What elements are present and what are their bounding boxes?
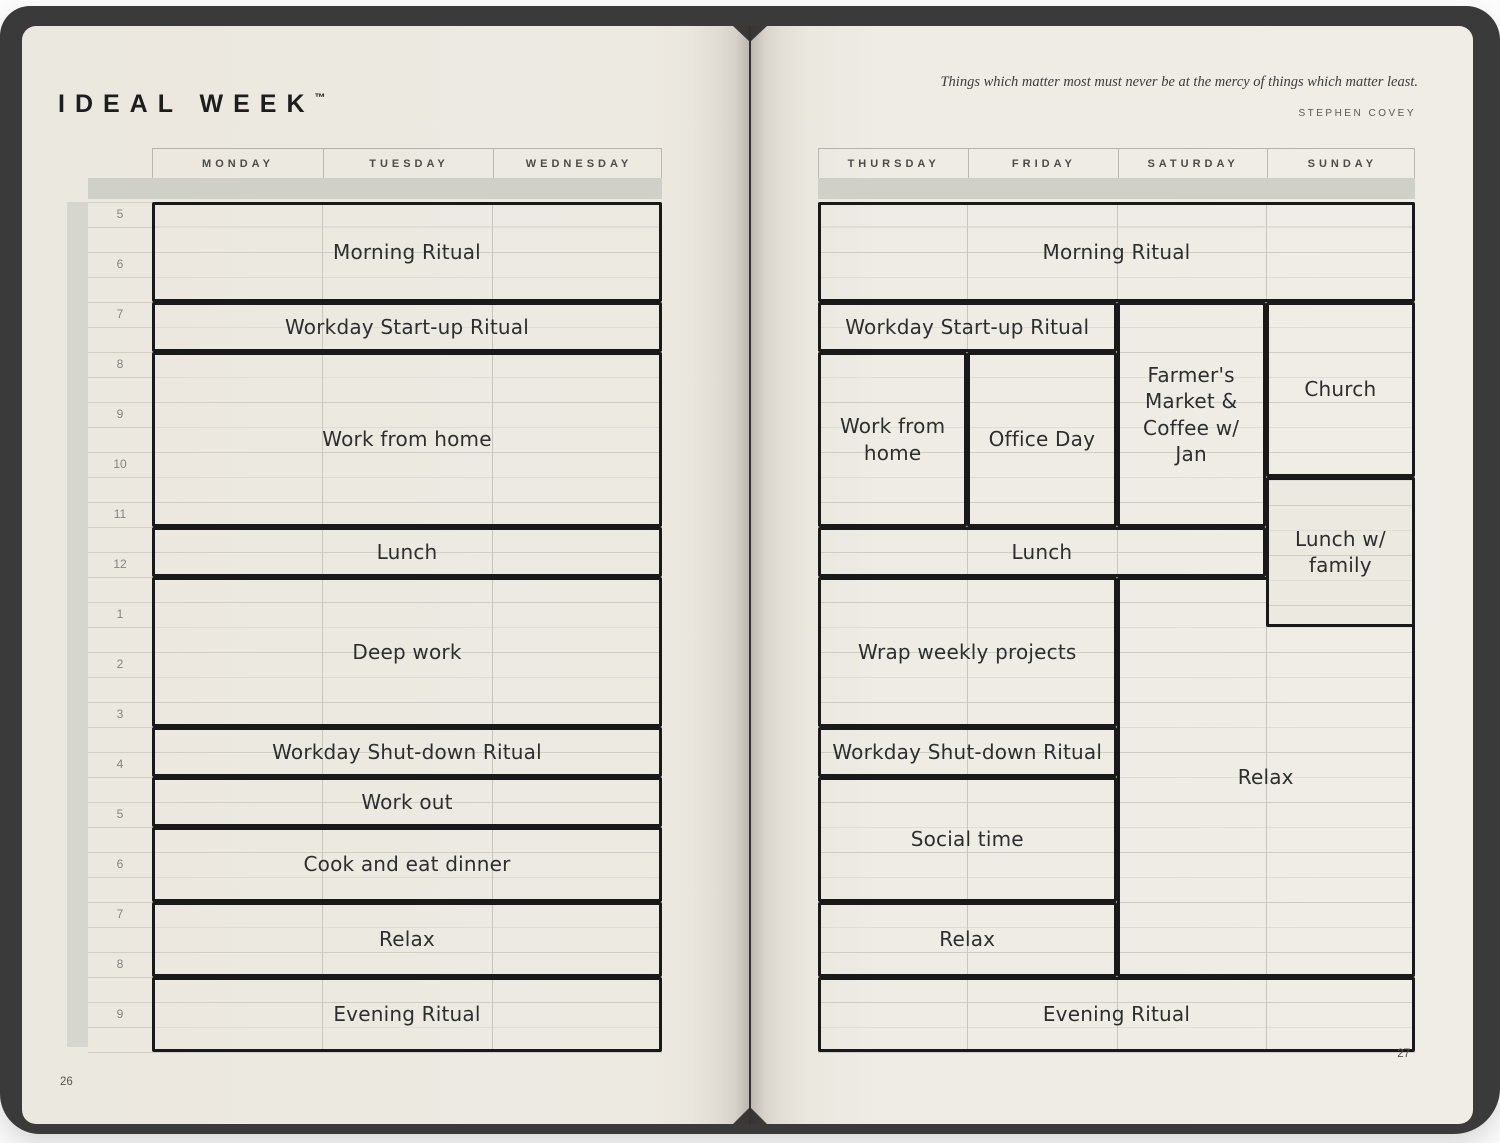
block-workday-start-up-ritual: Workday Start-up Ritual	[152, 302, 662, 352]
day-header-sunday: SUNDAY	[1266, 149, 1417, 178]
block-workday-shut-down-ritual: Workday Shut-down Ritual	[152, 727, 662, 777]
day-header-row-right: THURSDAY FRIDAY SATURDAY SUNDAY	[818, 148, 1415, 178]
time-column: 5 6 7 8 9 10 11 12 1 2 3 4 5 6 7 8 9	[88, 202, 152, 1053]
day-header-saturday: SATURDAY	[1117, 149, 1268, 178]
block-lunch: Lunch	[152, 527, 662, 577]
time-label: 8	[116, 357, 124, 371]
block-relax: Relax	[1116, 577, 1415, 977]
block-farmer-s-market-coffee-w-jan: Farmer's Market & Coffee w/ Jan	[1116, 302, 1266, 527]
time-label: 12	[113, 557, 127, 571]
block-label: Workday Start-up Ritual	[285, 314, 529, 339]
quote-attribution: STEPHEN COVEY	[1298, 108, 1416, 119]
block-morning-ritual: Morning Ritual	[152, 202, 662, 302]
block-label: Deep work	[352, 639, 462, 664]
block-social-time: Social time	[818, 777, 1117, 902]
time-label: 11	[113, 507, 127, 521]
block-deep-work: Deep work	[152, 577, 662, 727]
column-divider	[1265, 202, 1267, 1052]
block-label: Office Day	[988, 427, 1096, 452]
block-cook-and-eat-dinner: Cook and eat dinner	[152, 827, 662, 902]
time-label: 6	[116, 257, 124, 271]
block-label: Lunch	[376, 539, 438, 564]
block-label: Workday Start-up Ritual	[845, 314, 1090, 339]
block-lunch: Lunch	[818, 527, 1266, 577]
time-label: 6	[116, 857, 124, 871]
block-label: Morning Ritual	[1042, 239, 1191, 264]
block-evening-ritual: Evening Ritual	[152, 977, 662, 1052]
day-header-monday: MONDAY	[202, 157, 274, 170]
day-header-tuesday: TUESDAY	[323, 149, 494, 178]
all-day-band-left	[88, 178, 662, 199]
trademark-symbol: ™	[314, 92, 328, 104]
block-label: Evening Ritual	[333, 1002, 481, 1027]
day-header-thursday: THURSDAY	[847, 157, 940, 170]
page-number-right: 27	[1397, 1048, 1410, 1060]
block-relax: Relax	[152, 902, 662, 977]
block-label: Farmer's Market & Coffee w/ Jan	[1143, 362, 1240, 466]
block-label: Lunch	[1011, 539, 1073, 564]
block-label: Wrap weekly projects	[857, 639, 1077, 664]
block-evening-ritual: Evening Ritual	[818, 977, 1415, 1052]
block-label: Morning Ritual	[333, 239, 481, 264]
time-label: 8	[116, 957, 124, 971]
column-divider	[492, 202, 493, 1052]
block-office-day: Office Day	[967, 352, 1117, 527]
schedule-grid-right: Morning Ritual Relax Workday Start-up Ritu…	[818, 202, 1415, 1053]
block-label: Lunch w/ family	[1294, 526, 1386, 577]
block-label: Relax	[1237, 764, 1294, 789]
block-lunch-w-family: Lunch w/ family	[1265, 477, 1415, 627]
block-label: Relax	[379, 927, 435, 952]
time-label: 4	[116, 757, 124, 771]
block-work-from-home: Work from home	[152, 352, 662, 527]
time-label: 1	[116, 607, 124, 621]
quote-text: Things which matter most must never be a…	[940, 74, 1418, 90]
block-church: Church	[1265, 302, 1415, 477]
block-morning-ritual: Morning Ritual	[818, 202, 1415, 302]
page-title: IDEAL WEEK™	[58, 90, 328, 119]
time-label: 5	[116, 207, 124, 221]
block-relax: Relax	[818, 902, 1117, 977]
time-label: 3	[116, 707, 124, 721]
block-label: Workday Shut-down Ritual	[832, 739, 1103, 764]
page-number-left: 26	[60, 1076, 73, 1088]
block-work-out: Work out	[152, 777, 662, 827]
block-label: Workday Shut-down Ritual	[272, 739, 542, 764]
time-label: 5	[116, 807, 124, 821]
block-label: Church	[1304, 377, 1377, 402]
block-workday-start-up-ritual: Workday Start-up Ritual	[818, 302, 1117, 352]
column-divider	[322, 202, 323, 1052]
day-header-friday: FRIDAY	[968, 149, 1118, 178]
block-wrap-weekly-projects: Wrap weekly projects	[818, 577, 1117, 727]
time-label: 9	[116, 407, 124, 421]
block-label: Evening Ritual	[1042, 1002, 1191, 1027]
block-work-from-home: Work from home	[818, 352, 968, 527]
time-label: 7	[116, 307, 124, 321]
column-divider	[967, 202, 969, 1052]
block-label: Cook and eat dinner	[303, 852, 511, 877]
block-label: Social time	[910, 827, 1024, 852]
page-title-text: IDEAL WEEK	[58, 90, 315, 118]
schedule-grid-left: Morning Ritual Workday Start-up Ritual Wor…	[152, 202, 662, 1053]
time-label: 2	[116, 657, 124, 671]
time-label: 10	[113, 457, 127, 471]
time-label: 7	[116, 907, 124, 921]
block-label: Work out	[361, 789, 453, 814]
block-label: Work from home	[839, 414, 946, 465]
block-label: Relax	[939, 927, 996, 952]
margin-strip	[67, 202, 88, 1047]
block-workday-shut-down-ritual: Workday Shut-down Ritual	[818, 727, 1117, 777]
day-header-row-left: MONDAY TUESDAY WEDNESDAY	[152, 148, 662, 178]
day-header-wednesday: WEDNESDAY	[493, 149, 664, 178]
block-label: Work from home	[322, 427, 492, 452]
time-label: 9	[116, 1007, 124, 1021]
all-day-band-right	[818, 178, 1415, 199]
